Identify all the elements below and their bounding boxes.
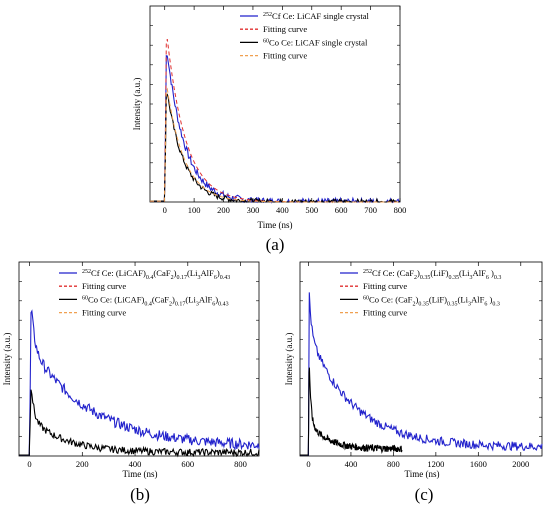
- panel-label-c: (c): [415, 485, 434, 504]
- legend-entry: 252Cf Ce: LiCAF single crystal: [263, 11, 370, 21]
- xlabel-c: Time (ns): [405, 469, 440, 479]
- series-line: [300, 292, 543, 456]
- legend-a: 252Cf Ce: LiCAF single crystal Fitting cu…: [240, 11, 370, 61]
- legend-entry: Fitting curve: [82, 281, 126, 291]
- x-tick-label: 1200: [427, 459, 444, 469]
- xlabel-b: Time (ns): [123, 469, 158, 479]
- x-ticks-a: 0 100 200 300 400 500 600 700 800: [150, 6, 406, 215]
- x-tick-label: 400: [129, 459, 142, 469]
- x-tick-label: 0: [27, 459, 31, 469]
- fitting-curve-line: [150, 87, 400, 203]
- legend-entry: Fitting curve: [263, 51, 307, 61]
- x-tick-label: 200: [76, 459, 89, 469]
- ylabel-c: Intensity (a.u.): [284, 333, 294, 386]
- x-ticks-c: 0 400 800 1200 1600 2000: [300, 262, 542, 469]
- series-line: [19, 389, 260, 458]
- legend-entry: 60Co Ce: LiCAF single crystal: [263, 37, 368, 47]
- ylabel-b: Intensity (a.u.): [2, 333, 12, 386]
- ylabel-a: Intensity (a.u.): [132, 78, 142, 131]
- legend-entry: 60Co Ce: (CaF2)0.35(LiF)0.35(Li3AlF6 )0.…: [363, 294, 500, 307]
- panel-a: 0 100 200 300 400 500 600 700 800 Intensity (a.u…: [132, 5, 406, 254]
- xlabel-a: Time (ns): [258, 220, 293, 230]
- x-tick-label: 600: [181, 459, 194, 469]
- legend-entry: Fitting curve: [363, 281, 407, 291]
- panel-label-b: (b): [130, 485, 150, 504]
- x-tick-label: 100: [188, 205, 201, 215]
- legend-entry: 60Co Ce: (LiCAF)0.4(CaF2)0.17(Li3AlF6)0.…: [82, 294, 229, 307]
- x-tick-label: 0: [163, 205, 167, 215]
- plot-frame-a: [149, 5, 401, 203]
- x-tick-label: 400: [345, 459, 358, 469]
- series-group-a: [150, 38, 401, 204]
- x-tick-label: 600: [335, 205, 348, 215]
- x-tick-label: 0: [306, 459, 310, 469]
- legend-entry: Fitting curve: [82, 308, 126, 318]
- series-line: [150, 93, 401, 204]
- panel-label-a: (a): [266, 235, 285, 254]
- legend-entry: Fitting curve: [263, 24, 307, 34]
- legend-entry: 252Cf Ce: (LiCAF)0.4(CaF2)0.17(Li3AlF6)0…: [82, 268, 230, 281]
- series-line: [19, 309, 260, 456]
- x-tick-label: 500: [305, 205, 318, 215]
- fitting-curve-line: [150, 38, 400, 203]
- series-line: [150, 54, 401, 204]
- plot-frame-c: [299, 261, 543, 457]
- x-tick-label: 2000: [512, 459, 529, 469]
- panel-c: 0 400 800 1200 1600 2000 Intensity (a.u.) Tim…: [284, 261, 543, 504]
- x-tick-label: 800: [394, 205, 407, 215]
- series-group-b: [19, 309, 260, 458]
- x-tick-label: 800: [387, 459, 400, 469]
- legend-c: 252Cf Ce: (CaF2)0.35(LiF)0.35(Li3AlF6 )0…: [340, 268, 501, 318]
- legend-entry: 252Cf Ce: (CaF2)0.35(LiF)0.35(Li3AlF6 )0…: [363, 268, 501, 281]
- series-line: [300, 367, 403, 456]
- x-tick-label: 800: [234, 459, 247, 469]
- series-group-c: [300, 292, 543, 456]
- legend-entry: Fitting curve: [363, 308, 407, 318]
- x-tick-label: 300: [247, 205, 260, 215]
- x-tick-label: 1600: [470, 459, 487, 469]
- x-tick-label: 400: [276, 205, 289, 215]
- legend-b: 252Cf Ce: (LiCAF)0.4(CaF2)0.17(Li3AlF6)0…: [59, 268, 230, 318]
- x-tick-label: 700: [364, 205, 377, 215]
- x-tick-label: 200: [217, 205, 230, 215]
- panel-b: 0 200 400 600 800 Intensity (a.u.) Time (ns)…: [2, 261, 260, 504]
